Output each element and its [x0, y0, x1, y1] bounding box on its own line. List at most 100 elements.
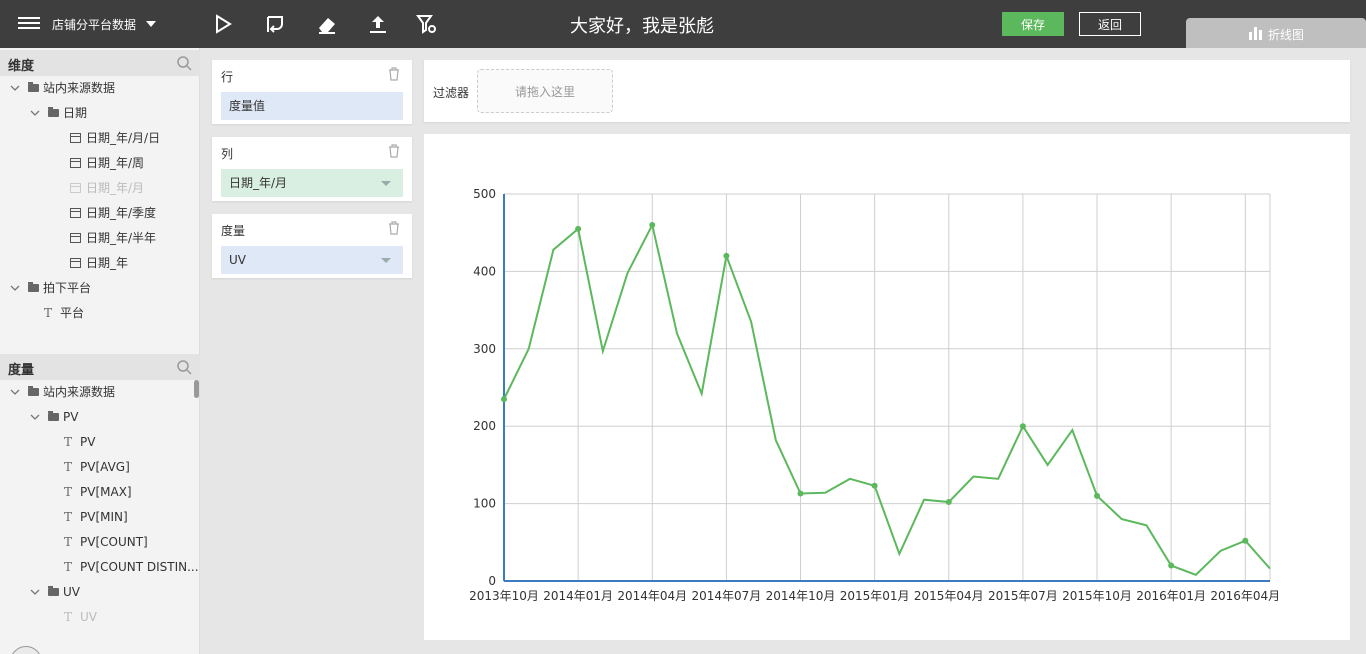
chevron-down-icon[interactable] — [30, 108, 40, 118]
save-button[interactable]: 保存 — [1002, 12, 1064, 36]
data-point — [723, 252, 730, 259]
dimension-item[interactable]: 拍下平台 — [10, 278, 91, 298]
text-field-icon: T — [64, 485, 73, 499]
measure-item[interactable]: T PV[COUNT] — [64, 532, 148, 552]
back-button[interactable]: 返回 — [1079, 12, 1141, 36]
dimension-label: 日期 — [63, 106, 88, 120]
top-toolbar: 店铺分平台数据 大家好，我是张彪 保存 返回 折线图 — [0, 0, 1366, 48]
field-panel: 维度 站内来源数据 日期 日期_年/月/日 日期_年/周 日期_年/月 日期_年/季度 日期… — [0, 48, 200, 654]
search-icon[interactable] — [176, 55, 192, 71]
chevron-down-icon[interactable] — [381, 181, 391, 186]
rows-pill[interactable]: 度量值 — [221, 92, 403, 120]
dimensions-title: 维度 — [8, 59, 35, 74]
x-tick-label: 2014年04月 — [617, 589, 687, 603]
trash-icon[interactable] — [388, 144, 400, 158]
chart-type-label: 折线图 — [1268, 28, 1305, 42]
folder-icon — [48, 410, 59, 421]
dimension-item[interactable]: 日期_年/周 — [70, 153, 144, 173]
chevron-down-icon[interactable] — [146, 21, 156, 27]
x-tick-label: 2013年10月 — [469, 589, 539, 603]
play-icon[interactable] — [211, 12, 235, 36]
measure-label: PV[MAX] — [80, 485, 132, 499]
chevron-down-icon[interactable] — [10, 283, 20, 293]
calendar-icon — [70, 182, 81, 193]
data-point — [649, 221, 656, 228]
columns-label: 列 — [221, 147, 234, 161]
x-tick-label: 2015年04月 — [914, 589, 984, 603]
upload-icon[interactable] — [366, 12, 390, 36]
x-tick-label: 2015年10月 — [1062, 589, 1132, 603]
dimension-item[interactable]: 日期_年 — [70, 253, 128, 273]
measure-item[interactable]: T PV — [64, 432, 95, 452]
measure-item[interactable]: T PV[MAX] — [64, 482, 132, 502]
y-tick-label: 300 — [473, 342, 496, 356]
columns-pill[interactable]: 日期_年/月 — [221, 169, 403, 197]
sheet-selector[interactable]: 店铺分平台数据 — [52, 18, 137, 32]
measure-item[interactable]: PV — [30, 407, 78, 427]
calendar-icon — [70, 232, 81, 243]
filter-drop-zone[interactable]: 请拖入这里 — [477, 69, 613, 113]
measure-label: PV[AVG] — [80, 460, 130, 474]
dimension-item[interactable]: 日期_年/月 — [70, 178, 144, 198]
measure-item[interactable]: T PV[COUNT DISTIN... — [64, 557, 199, 577]
scrollbar[interactable] — [194, 380, 199, 398]
dimension-item[interactable]: 日期_年/半年 — [70, 228, 156, 248]
dimension-item[interactable]: T 平台 — [44, 303, 84, 323]
chevron-down-icon[interactable] — [10, 83, 20, 93]
text-field-icon: T — [64, 510, 73, 524]
swap-icon[interactable] — [263, 12, 287, 36]
filter-label: 过滤器 — [433, 86, 470, 100]
chart-area: 0 100 200 300 400 500 2013年10月 2014年01月 2014年04月… — [424, 134, 1350, 640]
measure-label: PV[COUNT DISTIN... — [80, 560, 199, 574]
rows-label: 行 — [221, 70, 234, 84]
dimension-item[interactable]: 日期_年/月/日 — [70, 128, 160, 148]
y-tick-label: 200 — [473, 419, 496, 433]
x-tick-label: 2014年01月 — [543, 589, 613, 603]
measure-item[interactable]: T PV[MIN] — [64, 507, 128, 527]
line-chart: 0 100 200 300 400 500 2013年10月 2014年01月 2014年04月… — [469, 187, 1280, 603]
data-point — [797, 490, 804, 497]
text-field-icon: T — [44, 306, 53, 320]
dimension-label: 站内来源数据 — [43, 81, 116, 95]
measure-pill[interactable]: UV — [221, 246, 403, 274]
series-line — [503, 222, 1271, 576]
menu-icon[interactable] — [18, 14, 40, 34]
dimension-item[interactable]: 日期_年/季度 — [70, 203, 156, 223]
columns-shelf: 列 日期_年/月 — [212, 137, 412, 201]
calendar-icon — [70, 157, 81, 168]
dimension-label: 平台 — [60, 306, 85, 320]
chevron-down-icon[interactable] — [381, 258, 391, 263]
x-tick-label: 2014年07月 — [691, 589, 761, 603]
dimension-label: 日期_年/半年 — [86, 231, 157, 245]
dimension-item[interactable]: 站内来源数据 — [10, 78, 115, 98]
text-field-icon: T — [64, 435, 73, 449]
folder-icon — [28, 281, 39, 292]
chevron-down-icon[interactable] — [30, 412, 40, 422]
chevron-down-icon[interactable] — [10, 387, 20, 397]
text-field-icon: T — [64, 560, 73, 574]
data-point — [871, 482, 878, 489]
measure-item[interactable]: T UV — [64, 607, 97, 627]
chevron-down-icon[interactable] — [30, 587, 40, 597]
calendar-icon — [70, 257, 81, 268]
search-icon[interactable] — [176, 359, 192, 375]
x-tick-label: 2015年01月 — [840, 589, 910, 603]
x-tick-label: 2014年10月 — [766, 589, 836, 603]
measure-label: PV — [63, 410, 79, 424]
data-point — [1168, 562, 1175, 569]
rows-shelf: 行 度量值 — [212, 60, 412, 124]
trash-icon[interactable] — [388, 221, 400, 235]
text-field-icon: T — [64, 460, 73, 474]
measure-item[interactable]: UV — [30, 582, 80, 602]
dimension-item[interactable]: 日期 — [30, 103, 87, 123]
dimensions-header: 维度 — [0, 50, 200, 76]
eraser-icon[interactable] — [315, 12, 339, 36]
filter-settings-icon[interactable] — [414, 12, 438, 36]
trash-icon[interactable] — [388, 67, 400, 81]
dimension-label: 日期_年/月 — [86, 181, 145, 195]
chart-type-tab[interactable]: 折线图 — [1186, 18, 1366, 48]
measure-item[interactable]: 站内来源数据 — [10, 382, 115, 402]
measure-shelf: 度量 UV — [212, 214, 412, 278]
measure-item[interactable]: T PV[AVG] — [64, 457, 130, 477]
folder-icon — [48, 585, 59, 596]
